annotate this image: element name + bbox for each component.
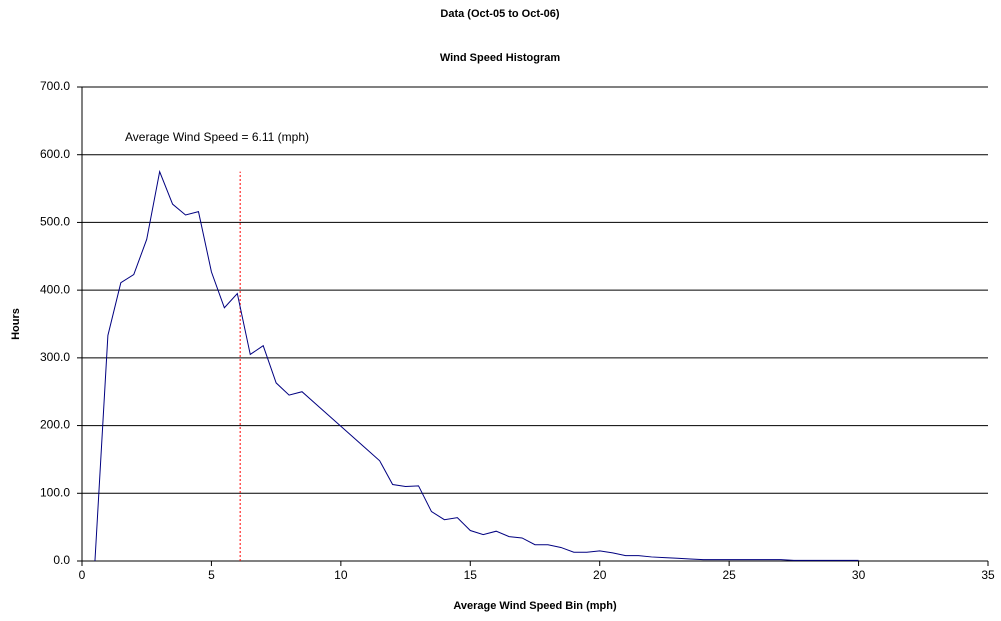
x-tick-label: 20 — [593, 568, 607, 582]
chart-title: Data (Oct-05 to Oct-06) — [440, 8, 560, 20]
x-tick-label: 10 — [334, 568, 348, 582]
x-tick-label: 35 — [981, 568, 995, 582]
y-tick-label: 200.0 — [40, 418, 70, 432]
chart-subtitle: Wind Speed Histogram — [440, 52, 561, 64]
y-tick-label: 0.0 — [53, 553, 70, 567]
x-axis-label: Average Wind Speed Bin (mph) — [453, 600, 617, 612]
y-tick-label: 300.0 — [40, 350, 70, 364]
y-axis-label: Hours — [10, 308, 22, 340]
x-tick-label: 15 — [464, 568, 478, 582]
x-tick-label: 25 — [722, 568, 736, 582]
x-tick-label: 30 — [852, 568, 866, 582]
y-tick-label: 100.0 — [40, 485, 70, 499]
x-tick-label: 5 — [208, 568, 215, 582]
annotation: Average Wind Speed = 6.11 (mph) — [125, 130, 309, 144]
data-line — [94, 169, 859, 562]
y-tick-label: 700.0 — [40, 79, 70, 93]
y-tick-label: 500.0 — [40, 215, 70, 229]
y-tick-label: 600.0 — [40, 147, 70, 161]
y-tick-label: 400.0 — [40, 282, 70, 296]
x-tick-label: 0 — [79, 568, 86, 582]
